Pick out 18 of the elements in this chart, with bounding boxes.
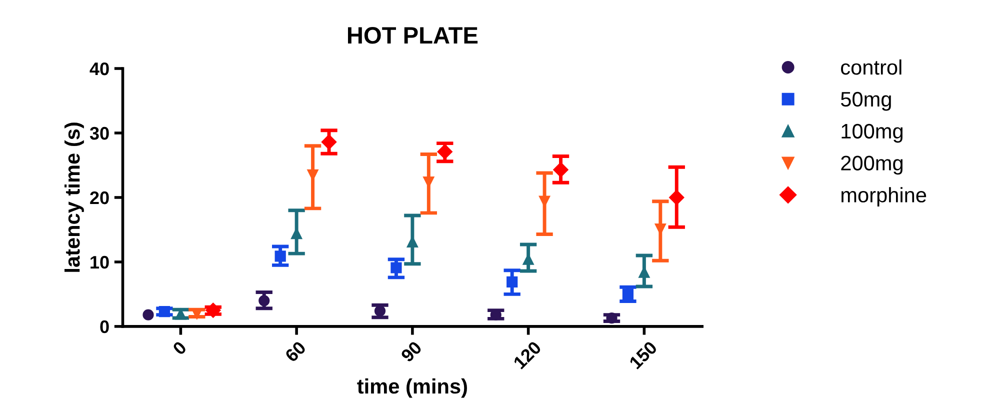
x-axis-title: time (mins) (357, 378, 467, 398)
x-tick-label: 60 (284, 340, 307, 363)
y-tick-label: 10 (90, 256, 109, 269)
x-tick-label: 0 (172, 340, 188, 356)
y-tick-label: 20 (90, 191, 109, 204)
chart-title: HOT PLATE (348, 27, 478, 44)
legend-label: 200mg (841, 156, 903, 175)
y-tick-label: 0 (100, 320, 109, 334)
y-tick-label: 30 (90, 126, 109, 140)
y-axis-title: latency time (s) (64, 122, 84, 272)
y-tick-label: 40 (90, 62, 109, 76)
legend-label: 50mg (840, 92, 891, 111)
x-tick-label: 120 (512, 340, 542, 370)
legend-label: 100mg (842, 124, 903, 143)
x-tick-label: 90 (400, 340, 422, 363)
legend-label: control (841, 59, 902, 75)
x-tick-label: 150 (628, 340, 658, 370)
legend-label: morphine (842, 187, 926, 207)
